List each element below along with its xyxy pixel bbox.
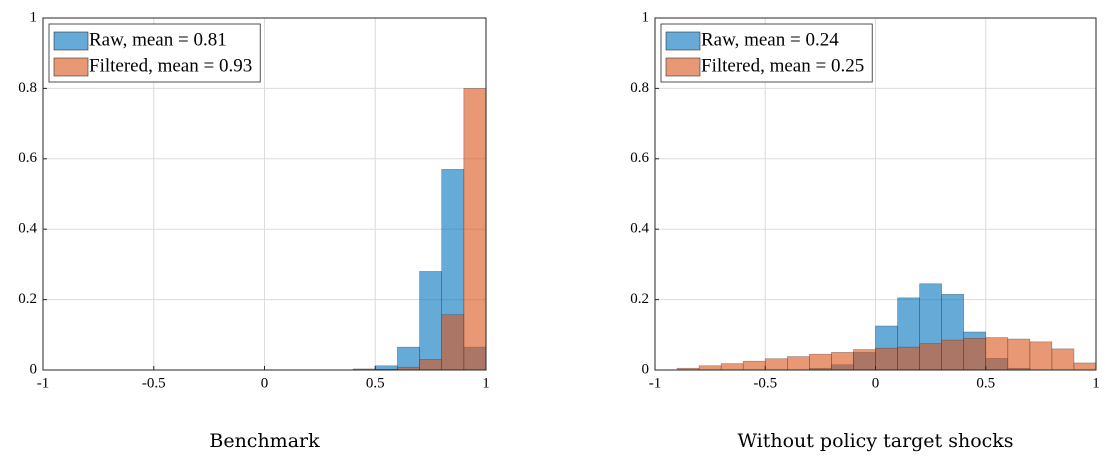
x-tick-label: 0.5 xyxy=(366,375,385,391)
bar xyxy=(985,337,1009,371)
y-tick-label: 0.2 xyxy=(630,291,649,307)
bar xyxy=(875,347,898,371)
bar xyxy=(397,346,420,371)
bar xyxy=(419,271,442,371)
x-tick-label: 1 xyxy=(482,375,490,391)
x-tick-label: -0.5 xyxy=(142,375,166,391)
bar xyxy=(853,349,876,371)
y-tick-label: 0.8 xyxy=(630,80,649,96)
y-tick-label: 1 xyxy=(30,9,38,25)
bar xyxy=(831,352,854,371)
y-tick-label: 0.6 xyxy=(18,150,37,166)
legend-swatch xyxy=(665,57,701,77)
bar xyxy=(742,360,766,371)
y-tick-label: 0.4 xyxy=(630,221,649,237)
bar xyxy=(897,346,920,371)
legend-label: Filtered, mean = 0.93 xyxy=(89,55,252,76)
bar xyxy=(441,314,465,371)
bar xyxy=(809,353,832,371)
x-tick-label: 0.5 xyxy=(976,375,995,391)
y-tick-label: 0.8 xyxy=(18,80,37,96)
bar xyxy=(764,358,788,371)
y-tick-label: 0 xyxy=(30,361,38,377)
y-tick-label: 0 xyxy=(642,361,650,377)
x-tick-label: 0 xyxy=(261,375,269,391)
x-tick-label: -0.5 xyxy=(753,375,777,391)
legend-label: Raw, mean = 0.81 xyxy=(89,29,227,50)
x-tick-label: 0 xyxy=(872,375,880,391)
bar xyxy=(1051,348,1075,371)
bar xyxy=(698,365,722,371)
bar xyxy=(941,339,965,371)
x-axis-label: Benchmark xyxy=(209,430,320,452)
y-tick-label: 0.2 xyxy=(18,291,37,307)
bar xyxy=(1029,341,1053,371)
legend-swatch xyxy=(53,57,89,77)
bar xyxy=(963,338,987,371)
x-tick-label: -1 xyxy=(649,375,662,391)
y-tick-label: 1 xyxy=(642,9,650,25)
bar xyxy=(786,356,810,371)
x-axis-label: Without policy target shocks xyxy=(737,430,1013,452)
y-tick-label: 0.4 xyxy=(18,221,37,237)
x-tick-label: 1 xyxy=(1092,375,1100,391)
bar xyxy=(463,88,487,371)
x-tick-label: -1 xyxy=(37,375,50,391)
bar xyxy=(419,359,442,371)
legend-swatch xyxy=(665,31,701,51)
bar xyxy=(1073,362,1097,371)
bar xyxy=(720,363,744,371)
legend-swatch xyxy=(53,31,89,51)
y-tick-label: 0.6 xyxy=(630,150,649,166)
legend-label: Raw, mean = 0.24 xyxy=(701,29,839,50)
bar xyxy=(919,343,942,371)
legend-label: Filtered, mean = 0.25 xyxy=(701,55,864,76)
chart: 0 0.2 0.4 0.6 0.8 1 -1 -0.5 0 0.5 1 Raw, mean = 0.2… xyxy=(630,9,1100,452)
chart: 0 0.2 0.4 0.6 0.8 1 -1 -0.5 0 0.5 1 Raw, mean = 0.8… xyxy=(18,9,490,452)
bar xyxy=(1007,338,1031,371)
